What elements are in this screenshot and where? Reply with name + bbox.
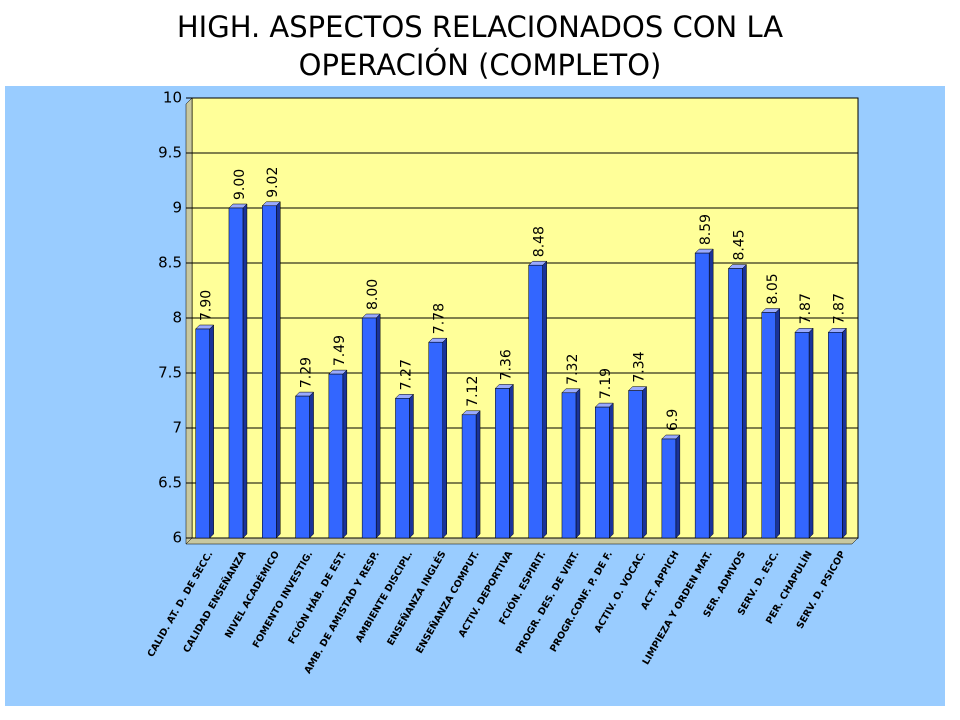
bar bbox=[761, 312, 776, 539]
bar-side bbox=[642, 385, 647, 539]
y-tick-label: 9.5 bbox=[158, 144, 182, 162]
y-tick-label: 8 bbox=[172, 309, 182, 327]
bar bbox=[328, 373, 344, 539]
value-label: 6.9 bbox=[665, 409, 681, 431]
bar-side bbox=[675, 434, 681, 539]
y-tick-label: 7.5 bbox=[158, 364, 182, 382]
bar bbox=[395, 398, 410, 539]
value-label: 8.00 bbox=[365, 279, 381, 310]
plot-wall bbox=[185, 97, 193, 545]
value-label: 8.59 bbox=[698, 214, 714, 245]
bar-side bbox=[575, 388, 581, 539]
value-label: 8.45 bbox=[731, 229, 747, 260]
y-tick-label: 9 bbox=[172, 199, 182, 217]
bar bbox=[561, 392, 577, 539]
plot-floor bbox=[185, 537, 859, 545]
value-label: 7.34 bbox=[632, 351, 648, 382]
value-label: 7.87 bbox=[798, 293, 814, 324]
value-label: 7.90 bbox=[199, 290, 215, 321]
bar-side bbox=[542, 260, 547, 539]
bar-side bbox=[242, 203, 248, 539]
value-label: 7.78 bbox=[432, 303, 448, 334]
bar bbox=[628, 390, 643, 539]
chart-title: HIGH. ASPECTOS RELACIONADOS CON LA OPERA… bbox=[176, 10, 784, 82]
bar-side bbox=[375, 313, 381, 539]
bar-side bbox=[708, 248, 714, 539]
y-tick-label: 7 bbox=[172, 419, 182, 437]
value-label: 9.02 bbox=[265, 167, 281, 198]
value-label: 7.87 bbox=[831, 293, 847, 324]
bar bbox=[361, 317, 377, 539]
value-label: 7.27 bbox=[398, 359, 414, 390]
bar bbox=[295, 395, 310, 539]
value-label: 8.48 bbox=[532, 226, 548, 257]
value-label: 9.00 bbox=[232, 169, 248, 200]
bar-side bbox=[775, 307, 780, 539]
bar-side bbox=[842, 327, 847, 539]
y-tick-label: 6 bbox=[172, 529, 182, 547]
value-label: 7.12 bbox=[465, 376, 481, 407]
bar bbox=[794, 332, 810, 539]
bar bbox=[195, 328, 210, 539]
value-label: 7.32 bbox=[565, 354, 581, 385]
bar-side bbox=[209, 324, 214, 539]
y-tick-label: 8.5 bbox=[158, 254, 182, 272]
bar bbox=[528, 264, 543, 539]
bar bbox=[495, 388, 510, 539]
bar-side bbox=[475, 410, 481, 539]
y-tick-label: 10 bbox=[163, 89, 182, 107]
bar bbox=[694, 252, 710, 539]
bar bbox=[828, 332, 843, 539]
value-label: 7.29 bbox=[299, 357, 315, 388]
bar bbox=[228, 207, 244, 539]
bar bbox=[595, 406, 610, 539]
bar bbox=[661, 438, 677, 539]
y-tick-label: 6.5 bbox=[158, 474, 182, 492]
bar bbox=[461, 414, 477, 539]
bar-side bbox=[342, 369, 348, 539]
bar-side bbox=[409, 393, 414, 539]
bar bbox=[262, 205, 277, 539]
bar-side bbox=[276, 201, 281, 539]
value-label: 7.19 bbox=[598, 368, 614, 399]
bar-side bbox=[609, 402, 614, 539]
bar-side bbox=[742, 263, 747, 539]
value-label: 7.49 bbox=[332, 335, 348, 366]
bar-side bbox=[509, 383, 514, 539]
bar bbox=[428, 341, 443, 539]
bar-side bbox=[442, 337, 447, 539]
bar-side bbox=[309, 391, 314, 539]
value-label: 7.36 bbox=[498, 349, 514, 380]
bar bbox=[728, 268, 743, 539]
value-label: 8.05 bbox=[765, 273, 781, 304]
bar-side bbox=[808, 327, 814, 539]
